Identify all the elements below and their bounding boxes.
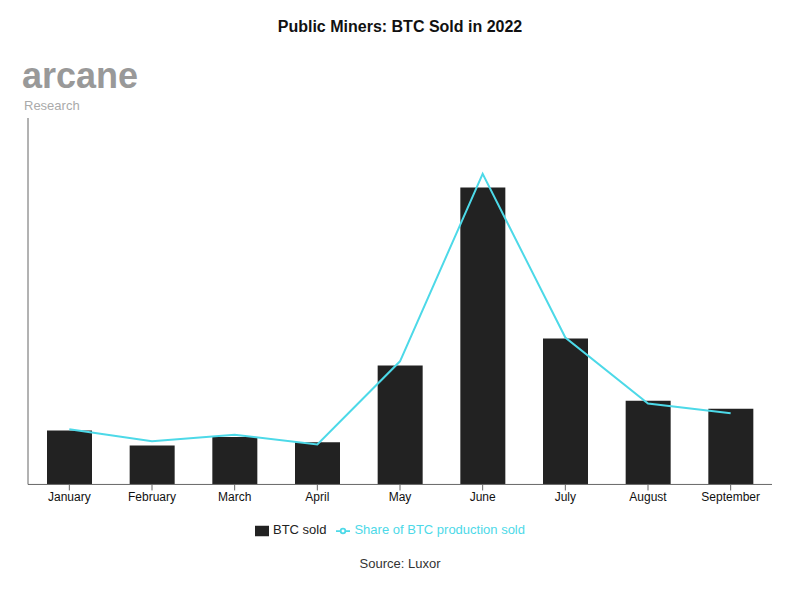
html-text:BTC sold: BTC sold <box>273 522 327 538</box>
svg-text:July: July <box>555 490 576 504</box>
svg-text:May: May <box>389 490 412 504</box>
html-text:Source: Luxor: Source: Luxor <box>359 556 441 571</box>
svg-text:March: March <box>218 490 251 504</box>
svg-text:January: January <box>48 490 91 504</box>
html-text:arcane: arcane <box>22 55 139 96</box>
svg-text:September: September <box>701 490 760 504</box>
svg-text:February: February <box>128 490 176 504</box>
html-text:Public Miners: BTC Sold in 202: Public Miners: BTC Sold in 2022 <box>277 18 523 35</box>
html-text:Share of BTC production sold: Share of BTC production sold <box>354 522 525 538</box>
html-text:Research: Research <box>24 98 80 113</box>
svg-text:June: June <box>470 490 496 504</box>
svg-text:April: April <box>305 490 329 504</box>
svg-text:August: August <box>629 490 667 504</box>
